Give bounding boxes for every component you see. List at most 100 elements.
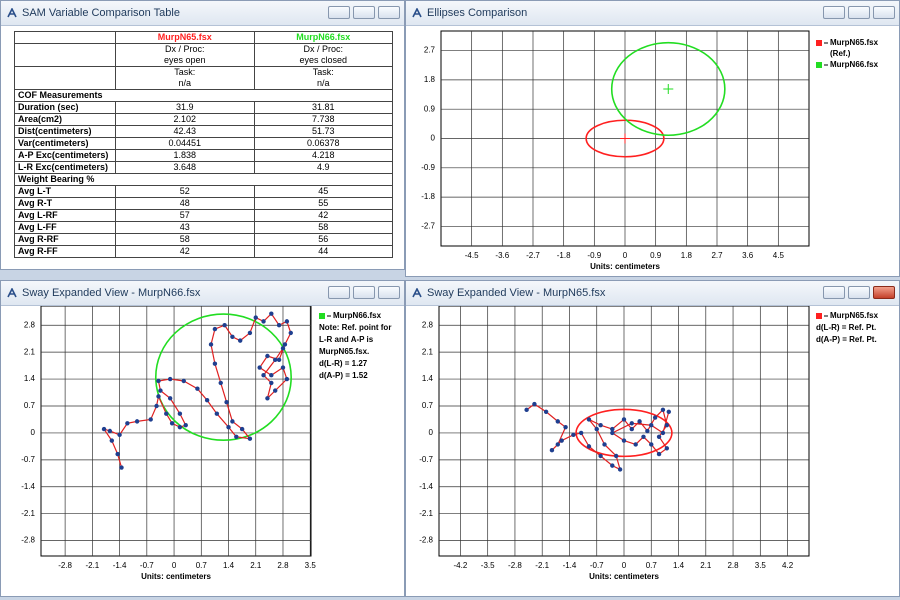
x-tick-label: -4.2 xyxy=(454,561,468,570)
value-cell: 58 xyxy=(115,233,255,246)
sway-point xyxy=(226,424,231,430)
legend-swatch xyxy=(816,40,822,46)
info-label: Dx / Proc: xyxy=(303,44,343,54)
sway-point xyxy=(571,432,576,438)
close-button[interactable] xyxy=(378,6,400,19)
row-label: Area(cm2) xyxy=(14,113,116,126)
x-tick-label: 4.5 xyxy=(773,251,785,260)
row-label: Duration (sec) xyxy=(14,101,116,114)
x-tick-label: 0.7 xyxy=(646,561,658,570)
sway-point xyxy=(214,411,220,416)
legend-note: d(L-R) = Ref. Pt. xyxy=(816,323,876,332)
sway-point xyxy=(621,417,627,422)
sway-point xyxy=(164,411,169,416)
table-row: Avg L-FF 43 58 xyxy=(14,221,393,234)
sway-point xyxy=(148,417,153,422)
section-header: COF Measurements xyxy=(14,89,393,102)
maximize-button[interactable] xyxy=(353,6,375,19)
y-tick-label: 2.1 xyxy=(422,347,434,356)
sway-point xyxy=(664,446,670,451)
y-tick-label: -2.1 xyxy=(419,509,433,518)
x-tick-label: -2.8 xyxy=(58,561,72,570)
x-axis-label: Units: centimeters xyxy=(141,572,211,581)
info-cell: Dx / Proc: eyes closed xyxy=(253,43,393,67)
x-tick-label: -2.1 xyxy=(85,561,99,570)
sway-point xyxy=(204,398,210,403)
maximize-button[interactable] xyxy=(848,286,870,299)
x-tick-label: 0 xyxy=(623,251,628,260)
sway-point xyxy=(610,430,615,436)
sway-point xyxy=(276,323,282,328)
table-row: Duration (sec) 31.9 31.81 xyxy=(14,101,393,114)
value-cell: 4.218 xyxy=(253,149,393,162)
table-row: A-P Exc(centimeters) 1.838 4.218 xyxy=(14,149,393,162)
table-cell xyxy=(14,43,116,67)
sway-point xyxy=(239,426,245,432)
sway-point xyxy=(645,428,650,434)
sway-point xyxy=(280,365,286,370)
y-tick-label: -2.8 xyxy=(21,536,35,545)
sway-point xyxy=(265,396,270,401)
sway-point xyxy=(273,357,278,363)
sway-point xyxy=(637,419,642,424)
app-icon xyxy=(7,288,17,298)
sway-point xyxy=(660,407,666,413)
y-tick-label: 1.4 xyxy=(24,374,36,383)
plot-area xyxy=(40,305,312,557)
y-tick-label: -0.9 xyxy=(421,163,435,172)
close-button[interactable] xyxy=(873,6,895,19)
maximize-button[interactable] xyxy=(353,286,375,299)
value-cell: 52 xyxy=(115,185,255,198)
x-tick-label: -1.4 xyxy=(113,561,127,570)
minimize-button[interactable] xyxy=(823,286,845,299)
window-title: Sway Expanded View - MurpN66.fsx xyxy=(22,287,201,299)
maximize-button[interactable] xyxy=(848,6,870,19)
table-row: L-R Exc(centimeters) 3.648 4.9 xyxy=(14,161,393,174)
y-tick-label: -0.7 xyxy=(419,455,433,464)
y-tick-label: -2.8 xyxy=(419,536,433,545)
sway-point xyxy=(109,438,115,443)
sway-point xyxy=(284,319,290,324)
close-button[interactable] xyxy=(378,286,400,299)
app-icon xyxy=(412,8,422,18)
x-axis-label: Units: centimeters xyxy=(589,572,659,581)
x-tick-label: 3.6 xyxy=(742,251,754,260)
sway-point xyxy=(222,323,227,328)
chart: -4.5 -3.6 -2.7 -1.8 -0.9 0 0.9 1.8 2.7 3.6 4.5 -2.7… xyxy=(421,30,879,271)
sway-point xyxy=(555,419,560,424)
legend-note: (Ref.) xyxy=(830,49,851,58)
sway-point xyxy=(265,353,270,359)
sway-point xyxy=(280,346,286,351)
table-row: Avg R-FF 42 44 xyxy=(14,245,393,258)
sway-point xyxy=(524,407,529,413)
minimize-button[interactable] xyxy=(823,6,845,19)
window-title: Ellipses Comparison xyxy=(427,7,528,19)
info-cell: Task: n/a xyxy=(115,66,255,90)
info-value: n/a xyxy=(316,78,330,88)
x-tick-label: -1.8 xyxy=(557,251,571,260)
value-cell: 45 xyxy=(253,185,393,198)
y-tick-label: 0 xyxy=(429,428,434,437)
sway-point xyxy=(158,388,163,393)
chart: -2.8 -2.1 -1.4 -0.7 0 0.7 1.4 2.1 2.8 3.5 -2.8 -2.1… xyxy=(21,305,391,581)
minimize-button[interactable] xyxy=(328,286,350,299)
ellipse xyxy=(575,408,673,458)
sway-point xyxy=(629,426,634,432)
title-bar: Ellipses Comparison xyxy=(406,1,899,26)
sway-point xyxy=(543,409,549,414)
x-tick-label: 1.4 xyxy=(673,561,685,570)
value-cell: 57 xyxy=(115,209,255,222)
x-axis-label: Units: centimeters xyxy=(590,262,660,271)
center-cross xyxy=(620,133,630,144)
legend-swatch xyxy=(816,62,822,68)
sway-point xyxy=(257,365,262,370)
table-row: Avg R-RF 58 56 xyxy=(14,233,393,246)
close-button[interactable] xyxy=(873,286,895,299)
row-label: Avg R-FF xyxy=(14,245,116,258)
legend-swatch xyxy=(319,313,325,319)
sway-point xyxy=(610,463,615,468)
x-tick-label: -2.1 xyxy=(535,561,549,570)
x-tick-label: -3.5 xyxy=(481,561,495,570)
minimize-button[interactable] xyxy=(328,6,350,19)
sway-point xyxy=(230,334,235,339)
